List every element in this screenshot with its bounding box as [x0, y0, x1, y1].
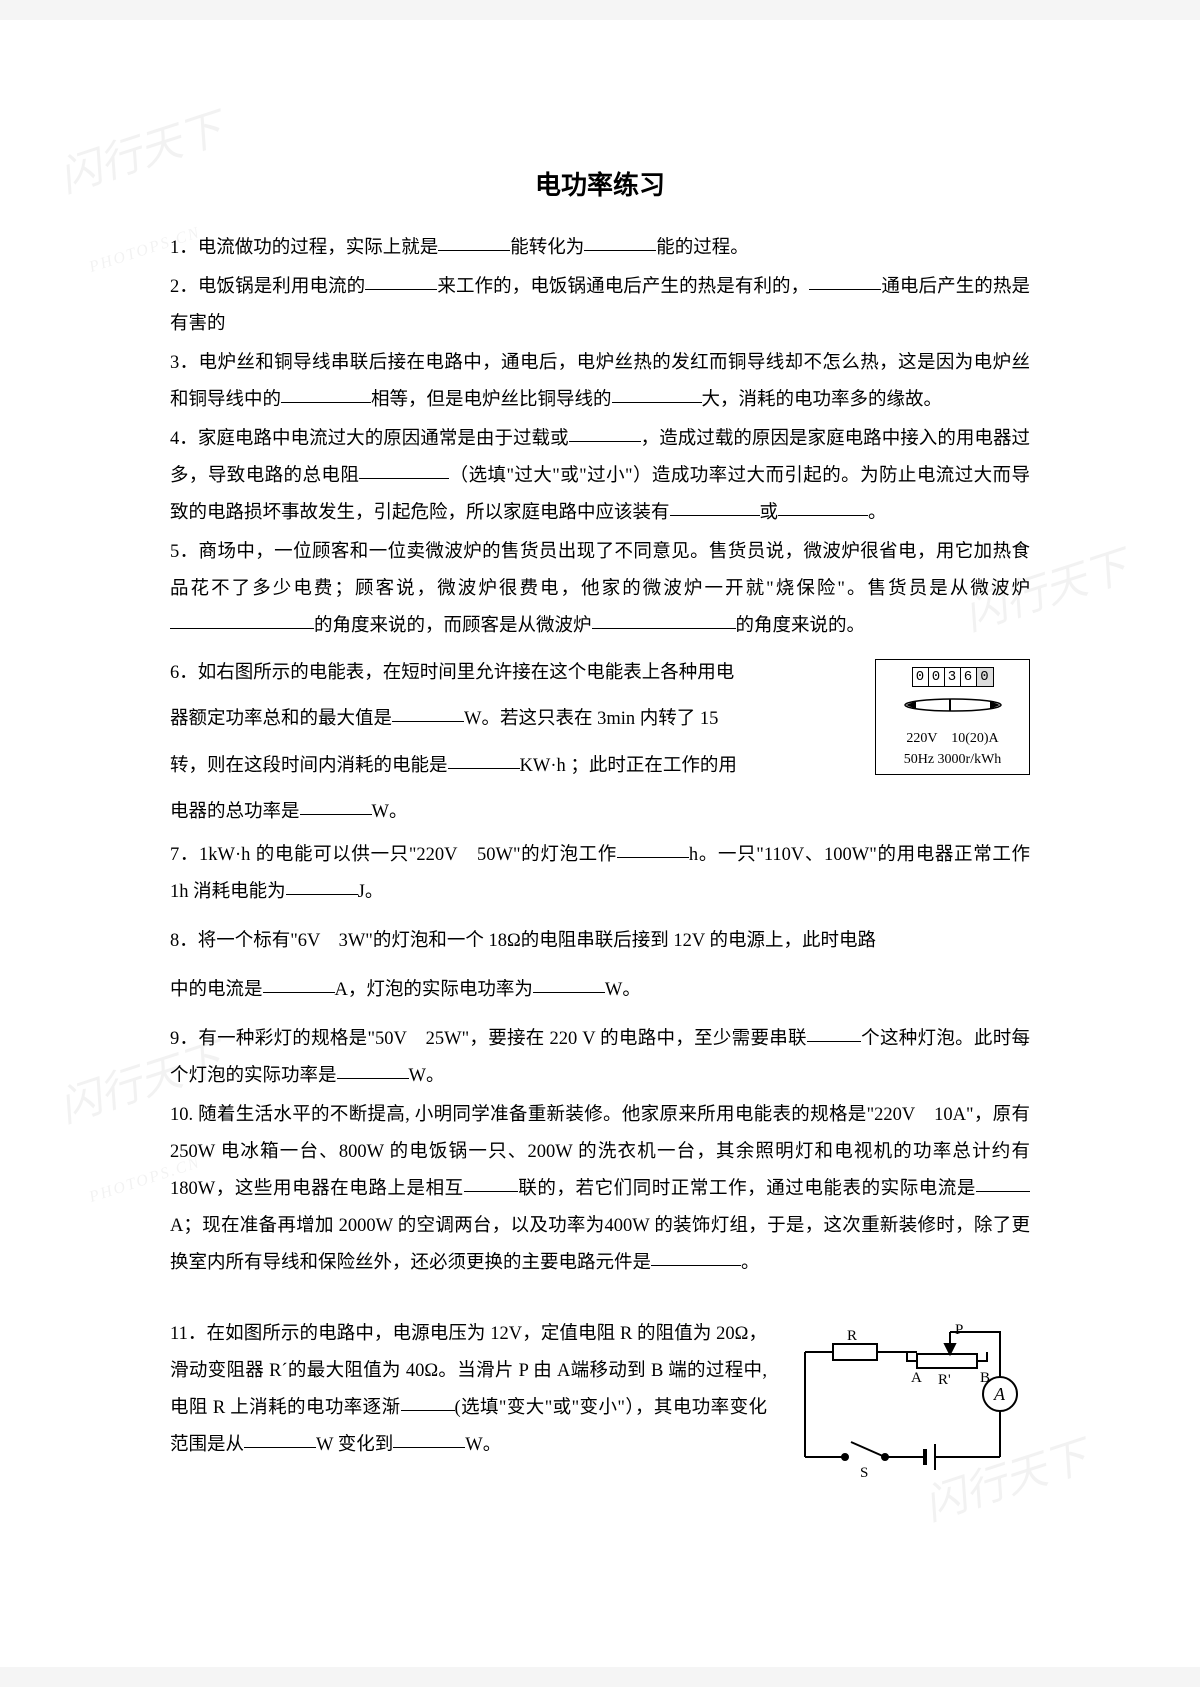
label-B: B [980, 1370, 990, 1386]
question-3: 3．电炉丝和铜导线串联后接在电路中，通电后，电炉丝热的发红而铜导线却不怎么热，这… [170, 345, 1030, 419]
question-6-line: 6．如右图所示的电能表，在短时间里允许接在这个电能表上各种用电 [170, 651, 857, 695]
meter-digit: 0 [913, 668, 929, 686]
meter-disc-icon [898, 695, 1008, 715]
circuit-diagram: R P A R' B A S [785, 1322, 1030, 1482]
meter-rating-1: 220V 10(20)A [880, 728, 1025, 749]
label-A: A [911, 1370, 922, 1386]
question-7: 7．1kW·h 的电能可以供一只"220V 50W"的灯泡工作h。一只"110V… [170, 837, 1030, 911]
question-6-row: 6．如右图所示的电能表，在短时间里允许接在这个电能表上各种用电 器额定功率总和的… [170, 651, 1030, 837]
question-6-line: 电器的总功率是W。 [170, 790, 857, 834]
label-R: R [847, 1328, 857, 1344]
question-2: 2．电饭锅是利用电流的来工作的，电饭锅通电后产生的热是有利的，通电后产生的热是有… [170, 269, 1030, 343]
question-1: 1．电流做功的过程，实际上就是能转化为能的过程。 [170, 230, 1030, 267]
meter-digit: 0 [977, 668, 993, 686]
question-6-line: 器额定功率总和的最大值是W。若这只表在 3min 内转了 15 [170, 697, 857, 741]
question-8a: 8．将一个标有"6V 3W"的灯泡和一个 18Ω的电阻串联后接到 12V 的电源… [170, 923, 1030, 960]
question-6-text: 6．如右图所示的电能表，在短时间里允许接在这个电能表上各种用电 器额定功率总和的… [170, 651, 857, 837]
meter-digit: 3 [945, 668, 961, 686]
ammeter-label: A [993, 1384, 1006, 1404]
question-11-row: 11．在如图所示的电路中，电源电压为 12V，定值电阻 R 的阻值为 20Ω，滑… [170, 1316, 1030, 1482]
page-title: 电功率练习 [170, 160, 1030, 212]
meter-digit: 0 [929, 668, 945, 686]
label-S: S [860, 1465, 868, 1481]
question-11-text: 11．在如图所示的电路中，电源电压为 12V，定值电阻 R 的阻值为 20Ω，滑… [170, 1316, 767, 1464]
meter-digit: 6 [961, 668, 977, 686]
label-Rp: R' [938, 1372, 951, 1388]
question-10: 10. 随着生活水平的不断提高, 小明同学准备重新装修。他家原来所用电能表的规格… [170, 1097, 1030, 1282]
meter-digits: 0 0 3 6 0 [912, 667, 994, 687]
question-9: 9．有一种彩灯的规格是"50V 25W"，要接在 220 V 的电路中，至少需要… [170, 1021, 1030, 1095]
question-5: 5．商场中，一位顾客和一位卖微波炉的售货员出现了不同意见。售货员说，微波炉很省电… [170, 534, 1030, 645]
question-8b: 中的电流是A，灯泡的实际电功率为W。 [170, 972, 1030, 1009]
question-6-line: 转，则在这段时间内消耗的电能是KW·h ；此时正在工作的用 [170, 744, 857, 788]
energy-meter-figure: 0 0 3 6 0 220V 10(20)A 50Hz 3000r/kWh [875, 659, 1030, 775]
question-4: 4．家庭电路中电流过大的原因通常是由于过载或，造成过载的原因是家庭电路中接入的用… [170, 421, 1030, 532]
label-P: P [955, 1322, 963, 1338]
worksheet-page: 闪行天下 PHOTOPS.CN 闪行天下 闪行天下 PHOTOPS.CN 闪行天… [0, 20, 1200, 1667]
meter-rating-2: 50Hz 3000r/kWh [880, 749, 1025, 770]
